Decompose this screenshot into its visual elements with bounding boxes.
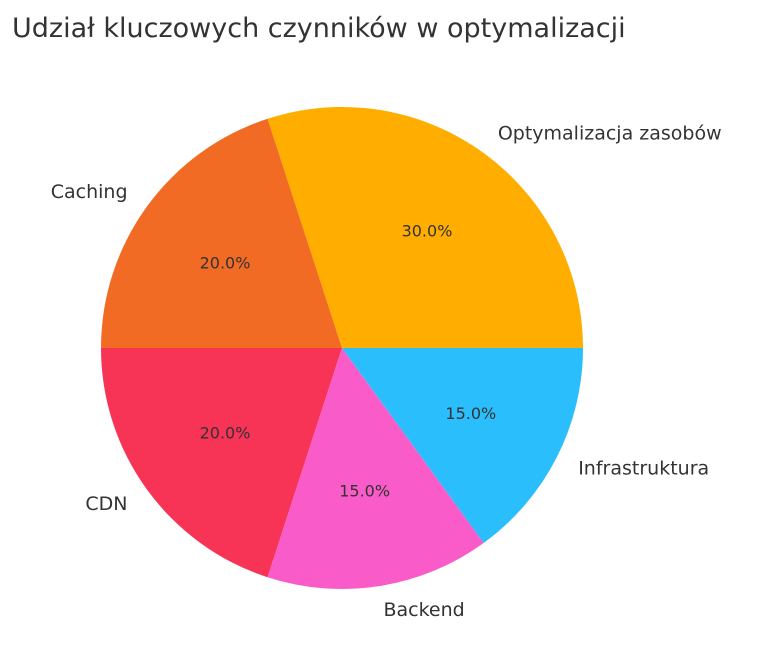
- category-label-infrastruktura: Infrastruktura: [578, 457, 709, 479]
- category-label-caching: Caching: [51, 181, 128, 203]
- percentage-labels: 30.0% 20.0% 20.0% 15.0% 15.0%: [200, 222, 497, 501]
- pct-label-cdn: 20.0%: [200, 423, 251, 442]
- pie-slice-infrastruktura: [342, 348, 583, 543]
- pct-label-caching: 20.0%: [200, 254, 251, 273]
- pct-label-optymalizacja-zasobow: 30.0%: [402, 222, 453, 241]
- category-label-backend: Backend: [383, 599, 464, 621]
- pie-slice-caching: [101, 118, 342, 348]
- pct-label-backend: 15.0%: [339, 481, 390, 500]
- pie-slice-optymalizacja-zasobow: [267, 107, 583, 348]
- pie-slice-cdn: [101, 348, 342, 578]
- chart-title: Udział kluczowych czynników w optymaliza…: [12, 13, 626, 44]
- category-labels: Optymalizacja zasobów Caching CDN Backend In…: [51, 123, 722, 621]
- pie-slices: [101, 107, 583, 589]
- category-label-optymalizacja-zasobow: Optymalizacja zasobów: [498, 123, 722, 145]
- pct-label-infrastruktura: 15.0%: [445, 404, 496, 423]
- category-label-cdn: CDN: [85, 493, 127, 515]
- pie-slice-backend: [267, 348, 484, 589]
